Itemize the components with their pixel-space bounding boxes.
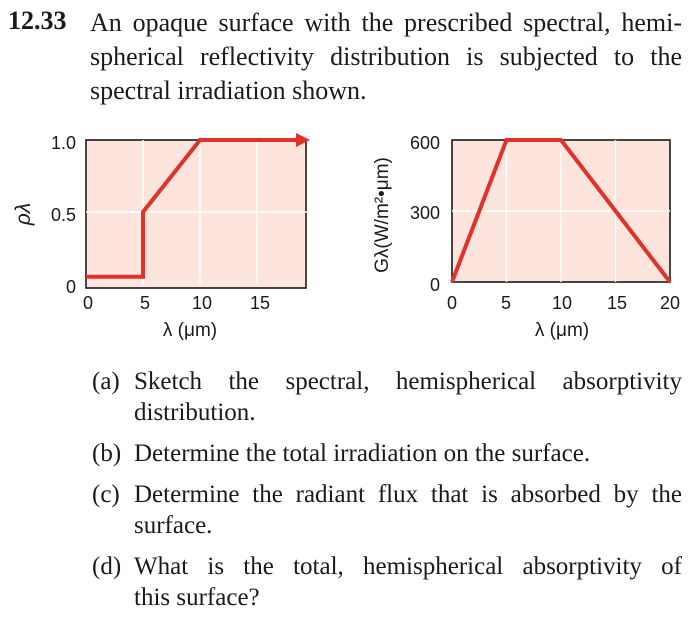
statement-line: An opaque surface with the prescribed sp…	[90, 8, 682, 37]
y-tick-label: 0	[66, 277, 76, 297]
problem-number: 12.33	[8, 6, 67, 35]
irradiation-x-axis-label: λ (μm)	[535, 320, 589, 341]
y-tick-label: 600	[410, 133, 440, 153]
part-text-line: distribution.	[134, 399, 256, 426]
x-tick-label: 5	[501, 293, 511, 313]
question-part-c: (c) Determine the radiant flux that is a…	[92, 479, 682, 541]
y-tick-label: 0.5	[51, 205, 76, 225]
reflectivity-y-axis-label: ρλ	[12, 203, 35, 226]
reflectivity-plot-area	[85, 139, 307, 289]
question-part-d: (d) What is the total, hemispherical abs…	[92, 551, 682, 613]
y-tick-label: 0	[430, 275, 440, 295]
x-tick-label: 20	[660, 293, 680, 313]
part-text-line: this surface?	[134, 584, 260, 611]
part-label: (d)	[92, 553, 122, 580]
x-tick-label: 0	[447, 293, 457, 313]
part-label: (a)	[92, 368, 120, 395]
question-part-a: (a) Sketch the spectral, hemispherical a…	[92, 366, 682, 428]
x-tick-label: 10	[192, 293, 212, 313]
reflectivity-chart: 1.0 0.5 0 0 5 10 15 λ (μm) ρλ	[12, 133, 314, 341]
reflectivity-series-line	[86, 138, 300, 279]
statement-line: spherical reflectivity distribution is s…	[90, 42, 682, 71]
irradiation-series-line	[450, 138, 672, 284]
problem-statement: An opaque surface with the prescribed sp…	[90, 6, 682, 108]
figures: 1.0 0.5 0 0 5 10 15 λ (μm) ρλ 600 300 0 …	[12, 133, 680, 341]
x-tick-label: 5	[140, 293, 150, 313]
irradiation-y-axis-label: Gλ(W/m²•μm)	[372, 157, 393, 273]
x-tick-label: 15	[250, 293, 270, 313]
part-text-line: Sketch the spectral, hemispherical absor…	[134, 368, 682, 395]
reflectivity-x-axis-label: λ (μm)	[163, 320, 217, 341]
part-label: (b)	[92, 440, 122, 467]
x-tick-label: 15	[607, 293, 627, 313]
part-text-line: What is the total, hemispherical absorpt…	[134, 553, 682, 580]
part-text-line: Determine the radiant flux that is absor…	[134, 481, 682, 508]
part-text-line: surface.	[134, 512, 213, 539]
part-label: (c)	[92, 481, 120, 508]
part-text-line: Determine the total irradiation on the s…	[134, 440, 591, 467]
x-tick-label: 10	[552, 293, 572, 313]
question-parts: (a) Sketch the spectral, hemispherical a…	[92, 366, 682, 623]
y-tick-label: 300	[410, 203, 440, 223]
reflectivity-arrowhead	[296, 133, 310, 147]
y-tick-label: 1.0	[51, 133, 76, 153]
question-part-b: (b) Determine the total irradiation on t…	[92, 438, 682, 469]
x-tick-label: 0	[83, 293, 93, 313]
irradiation-chart: 600 300 0 0 5 10 15 20 λ (μm) Gλ(W/m²•μm…	[372, 133, 680, 341]
statement-line: spectral irradiation shown.	[90, 76, 367, 105]
